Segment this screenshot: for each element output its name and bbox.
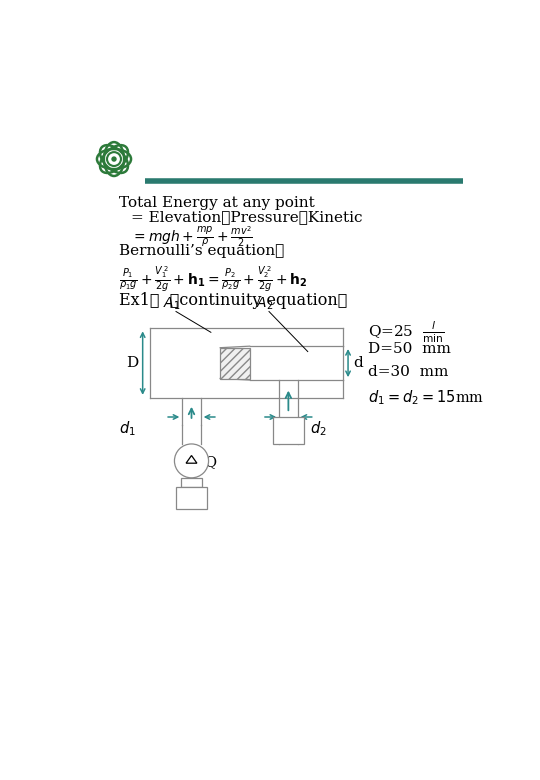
Circle shape — [111, 156, 117, 161]
Text: Bernoulli’s equation：: Bernoulli’s equation： — [119, 243, 285, 257]
Text: Total Energy at any point: Total Energy at any point — [119, 196, 315, 210]
Text: $A_2$: $A_2$ — [256, 296, 274, 312]
Bar — [220, 348, 249, 378]
Text: Ex1：  （continuity equation）: Ex1： （continuity equation） — [119, 292, 348, 309]
Text: $\frac{P_1}{\rho_1 g}+\frac{V_1^{\;2}}{2g}+\mathbf{h_1}=\frac{P_2}{\rho_2 g}+\fr: $\frac{P_1}{\rho_1 g}+\frac{V_1^{\;2}}{2… — [119, 264, 308, 293]
Text: $= mgh+\frac{mp}{\rho}+\frac{mv^{2}}{2}$: $= mgh+\frac{mp}{\rho}+\frac{mv^{2}}{2}$ — [131, 224, 253, 249]
Text: Q: Q — [204, 456, 216, 470]
Circle shape — [107, 152, 121, 166]
Text: $d_2$: $d_2$ — [310, 419, 327, 438]
Text: = Elevation＋Pressure＋Kinetic: = Elevation＋Pressure＋Kinetic — [131, 210, 362, 224]
Text: $d_1=d_2=15$mm: $d_1=d_2=15$mm — [368, 388, 484, 407]
Text: $d_1$: $d_1$ — [119, 419, 136, 438]
Text: Q=25  $\frac{l}{\mathrm{min}}$: Q=25 $\frac{l}{\mathrm{min}}$ — [368, 319, 445, 345]
Polygon shape — [186, 456, 197, 463]
Bar — [181, 478, 202, 487]
Bar — [176, 487, 207, 509]
Circle shape — [174, 444, 208, 478]
Text: d=30  mm: d=30 mm — [368, 365, 449, 379]
Text: D=50  mm: D=50 mm — [368, 342, 451, 356]
Text: d: d — [354, 356, 363, 370]
Text: $A_1$: $A_1$ — [164, 296, 181, 312]
Bar — [273, 417, 304, 444]
Text: D: D — [126, 356, 138, 370]
